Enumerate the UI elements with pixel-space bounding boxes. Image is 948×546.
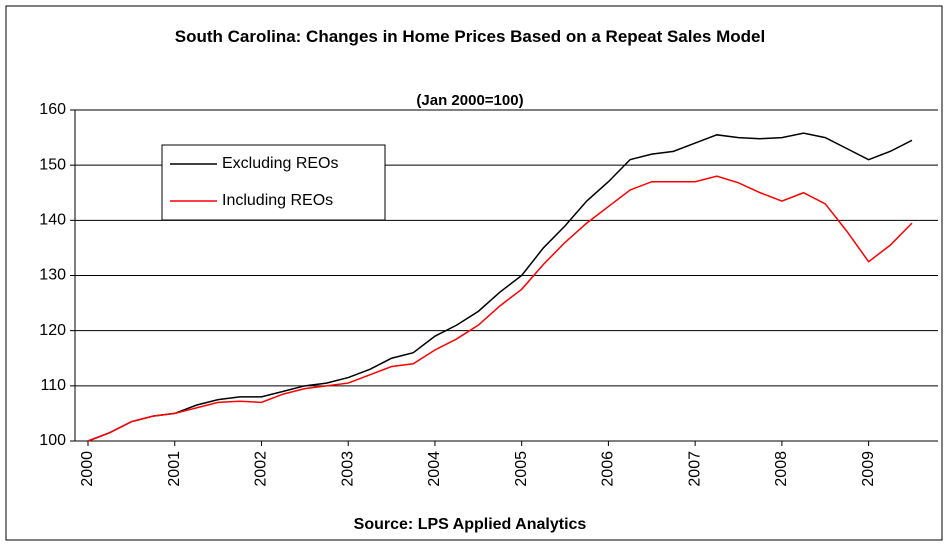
x-axis-label: Source: LPS Applied Analytics bbox=[354, 516, 587, 533]
legend-label: Excluding REOs bbox=[222, 155, 339, 172]
x-tick-label: 2003 bbox=[339, 451, 356, 487]
y-tick-label: 110 bbox=[40, 377, 66, 394]
chart-subtitle: (Jan 2000=100) bbox=[416, 92, 524, 109]
y-tick-label: 100 bbox=[39, 432, 66, 449]
x-tick-label: 2007 bbox=[686, 451, 703, 487]
data-line bbox=[87, 175, 913, 442]
y-tick-label: 160 bbox=[39, 101, 66, 118]
x-tick-label: 2009 bbox=[860, 451, 877, 487]
legend-box bbox=[161, 144, 386, 221]
x-tick-label: 2002 bbox=[253, 451, 270, 487]
x-tick-label: 2006 bbox=[600, 451, 617, 487]
x-tick-label: 2000 bbox=[79, 451, 96, 487]
x-tick-label: 2005 bbox=[513, 451, 530, 487]
data-line bbox=[87, 132, 913, 442]
legend-label: Including REOs bbox=[222, 192, 333, 209]
y-tick-label: 150 bbox=[39, 156, 66, 173]
x-tick-label: 2004 bbox=[426, 451, 443, 487]
x-tick-label: 2001 bbox=[166, 451, 183, 487]
y-tick-label: 120 bbox=[39, 322, 66, 339]
y-tick-label: 130 bbox=[39, 267, 66, 284]
y-tick-label: 140 bbox=[39, 212, 66, 229]
x-tick-label: 2008 bbox=[773, 451, 790, 487]
chart-title: South Carolina: Changes in Home Prices B… bbox=[174, 27, 766, 46]
